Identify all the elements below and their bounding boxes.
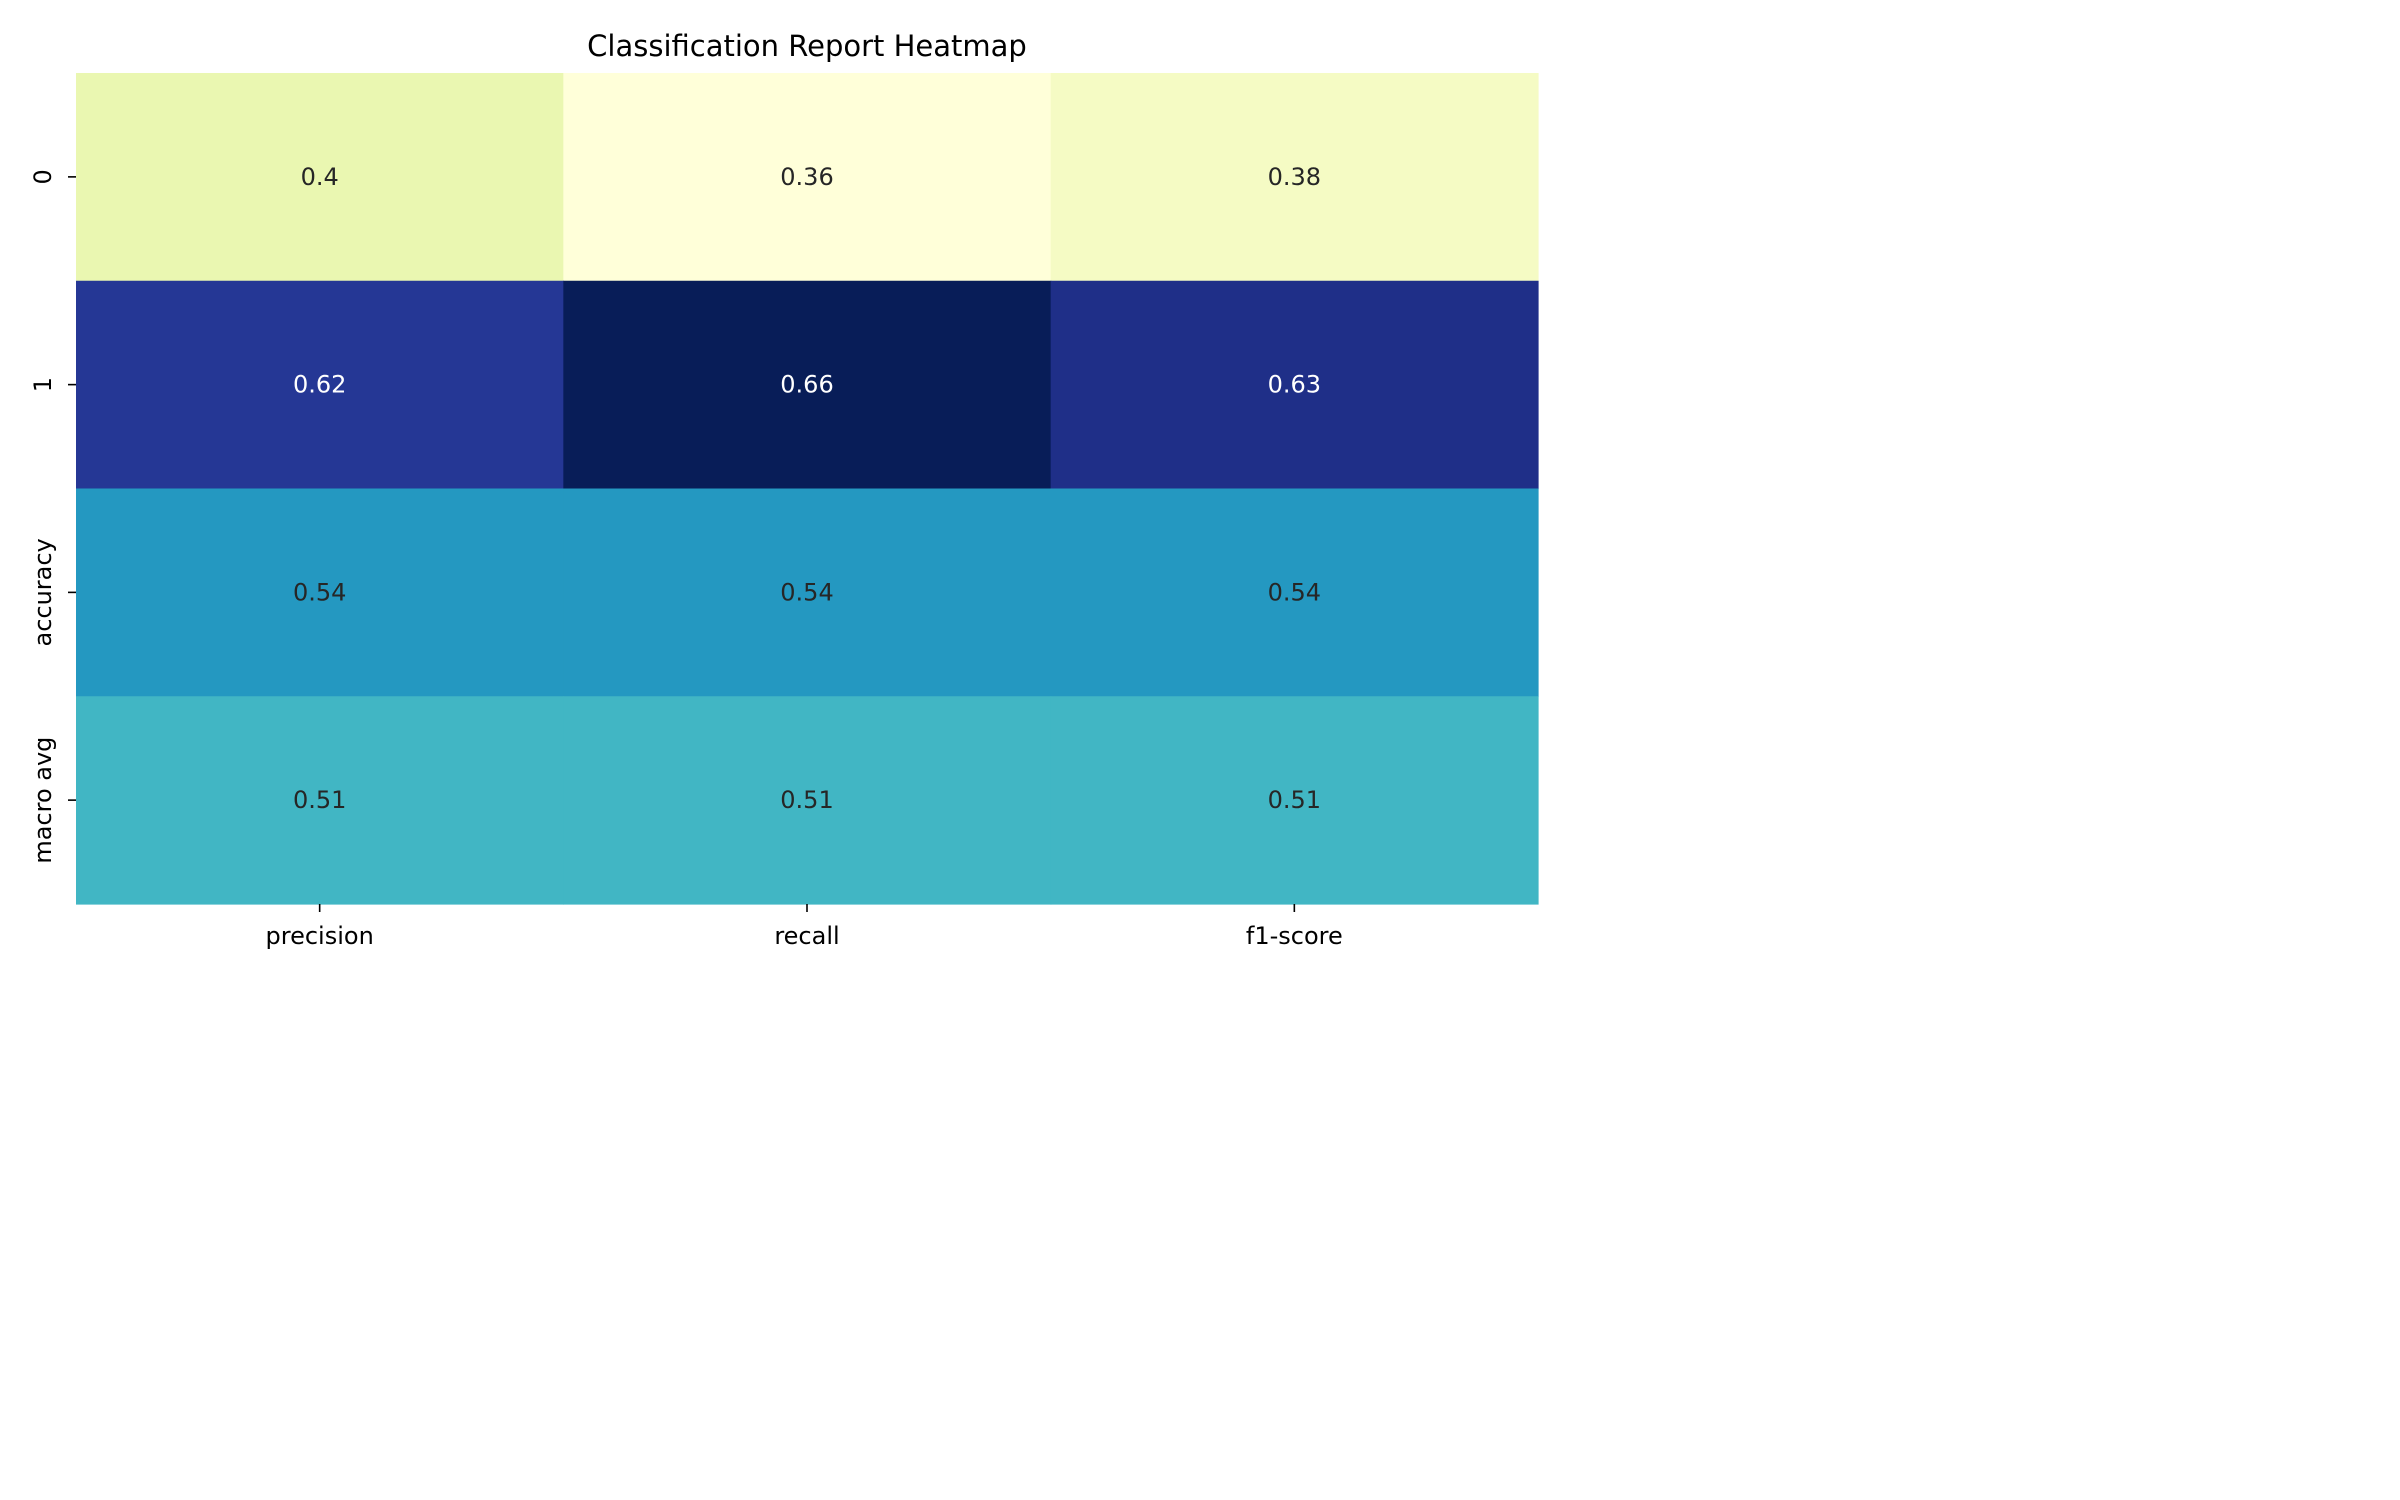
x-tick-label: precision xyxy=(266,922,374,950)
heatmap-figure: Classification Report Heatmap 0.4 0.36 0.3… xyxy=(0,0,1564,978)
cell-value-label: 0.62 xyxy=(293,371,346,399)
heatmap-cell xyxy=(563,488,1052,697)
y-tick-label: 0 xyxy=(29,169,57,184)
heatmap-cell xyxy=(563,73,1052,282)
heatmap-cell xyxy=(1050,280,1539,490)
cell-value-label: 0.66 xyxy=(780,371,833,399)
heatmap-cell xyxy=(563,280,1052,490)
cell-value-label: 0.63 xyxy=(1268,371,1321,399)
x-axis: precision recall f1-score xyxy=(266,904,1343,950)
y-tick-label: macro avg xyxy=(29,737,57,864)
heatmap-cell xyxy=(76,73,564,282)
x-tick-label: recall xyxy=(774,922,839,950)
y-tick-label: 1 xyxy=(29,377,57,392)
x-tick-label: f1-score xyxy=(1246,922,1343,950)
heatmap-cell xyxy=(76,696,564,905)
cell-value-label: 0.54 xyxy=(293,578,346,606)
chart-title: Classification Report Heatmap xyxy=(587,29,1027,63)
cell-annotations: 0.4 0.36 0.38 0.62 0.66 0.63 0.54 0.54 0.54 0.51 0… xyxy=(293,163,1321,814)
cell-value-label: 0.54 xyxy=(1268,578,1321,606)
heatmap-cell xyxy=(1050,696,1539,905)
cell-value-label: 0.36 xyxy=(780,163,833,191)
cell-value-label: 0.51 xyxy=(780,786,833,814)
heatmap-cell xyxy=(1050,73,1539,282)
heatmap-cell xyxy=(563,696,1052,905)
heatmap-svg: Classification Report Heatmap 0.4 0.36 0.3… xyxy=(29,29,1539,950)
heatmap-cell xyxy=(76,488,564,697)
cell-value-label: 0.54 xyxy=(780,578,833,606)
cell-value-label: 0.4 xyxy=(301,163,339,191)
y-axis: 0 1 accuracy macro avg xyxy=(29,169,76,864)
heatmap-cells xyxy=(76,73,1539,905)
cell-value-label: 0.51 xyxy=(293,786,346,814)
y-tick-label: accuracy xyxy=(29,538,57,646)
cell-value-label: 0.51 xyxy=(1268,786,1321,814)
heatmap-cell xyxy=(76,280,564,490)
heatmap-cell xyxy=(1050,488,1539,697)
cell-value-label: 0.38 xyxy=(1268,163,1321,191)
